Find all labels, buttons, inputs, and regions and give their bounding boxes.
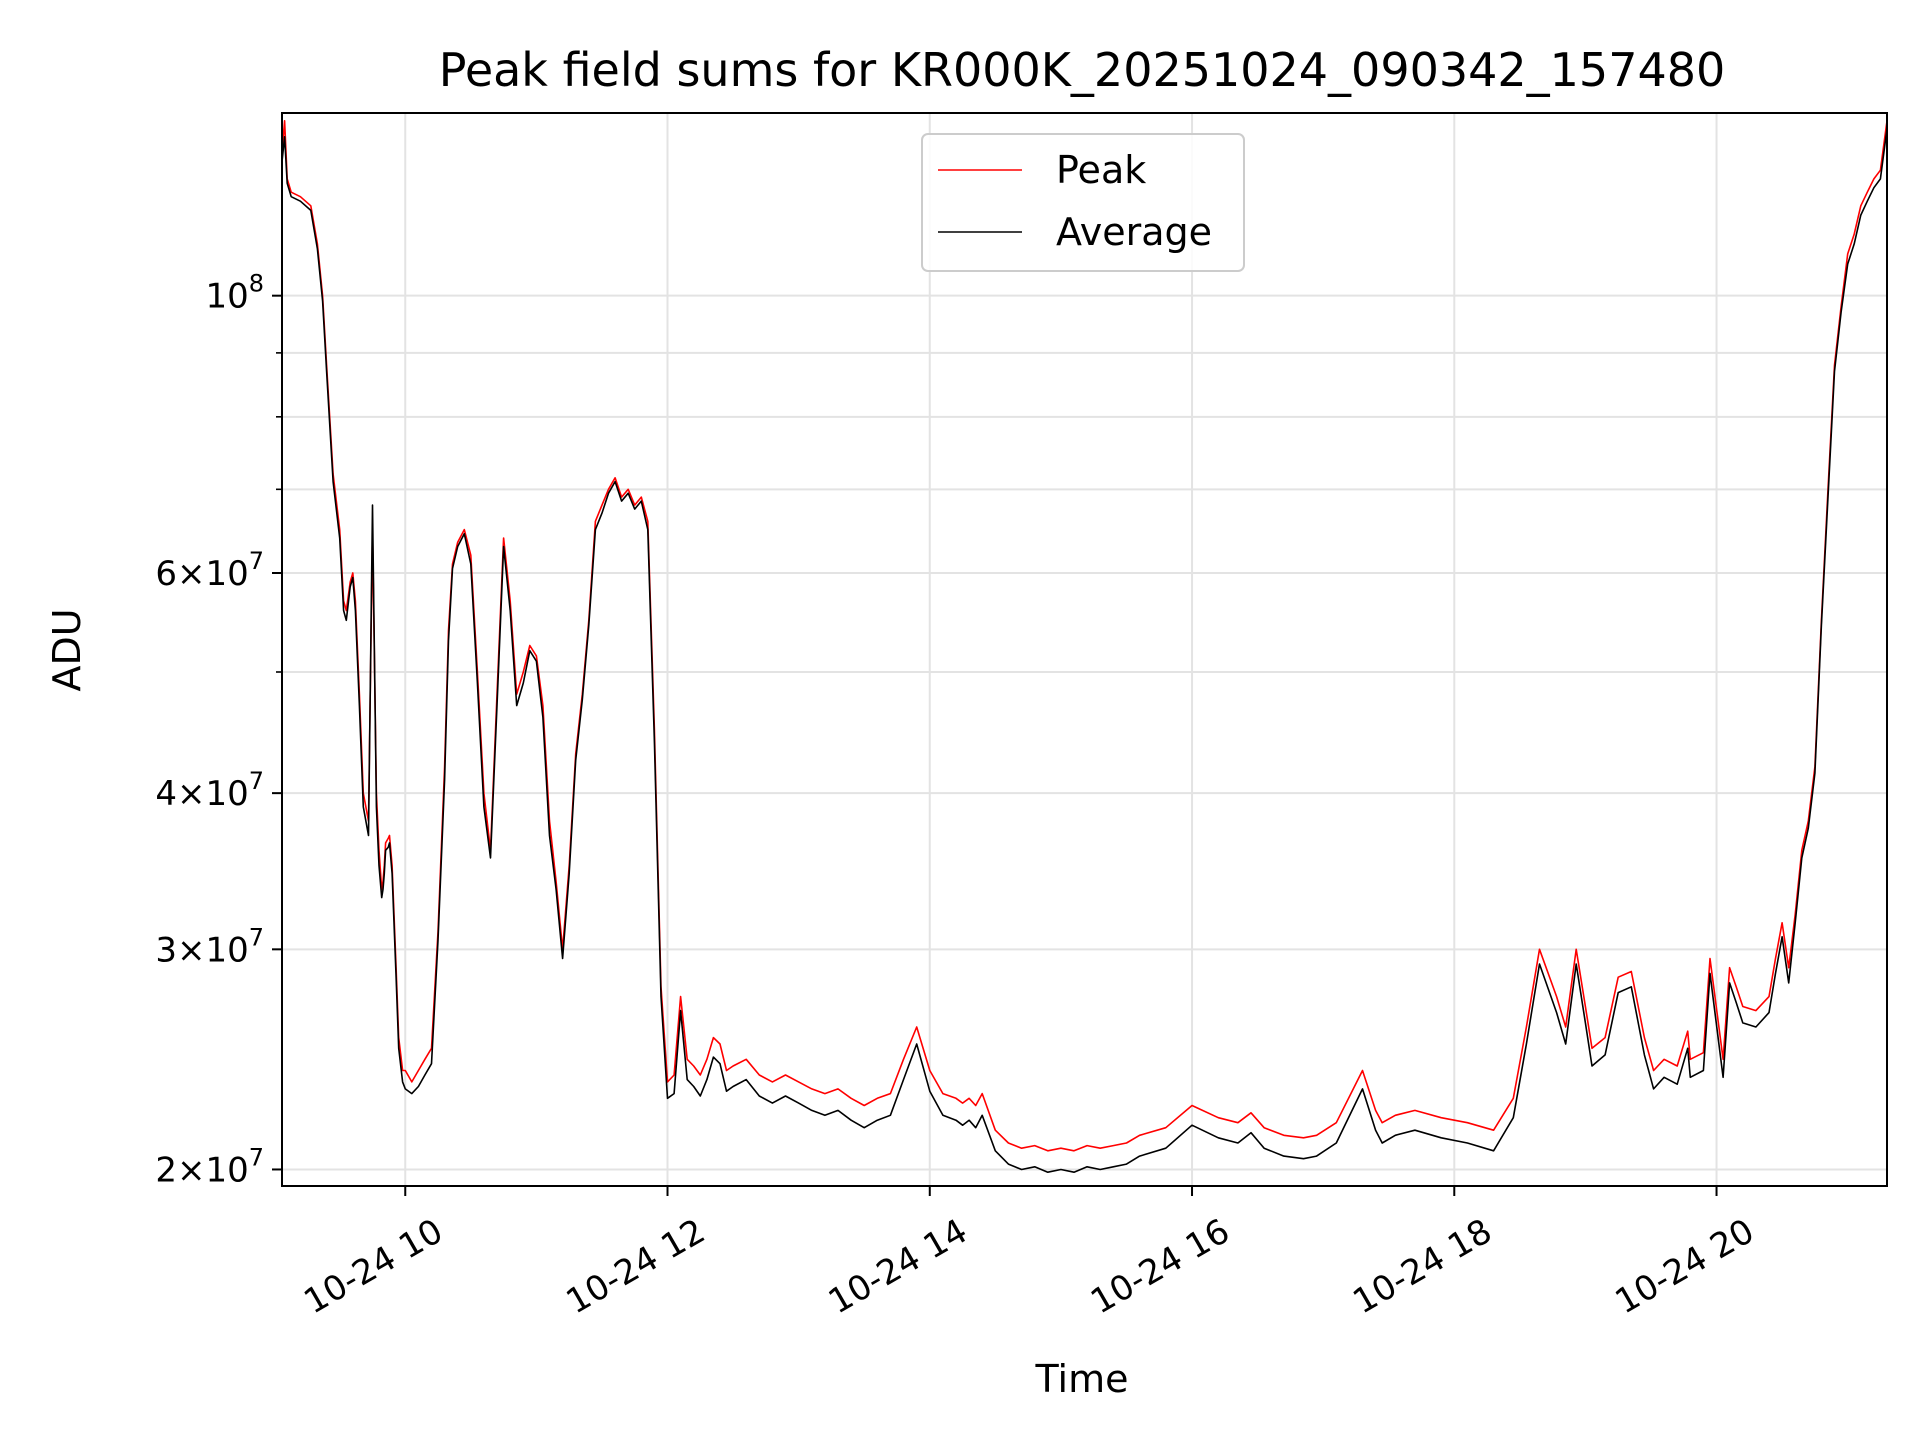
x-tick-label: 10-24 18	[1346, 1211, 1498, 1322]
y-tick-exponent: 7	[249, 923, 264, 951]
series-line-peak	[281, 120, 1888, 1152]
y-tick-exponent: 7	[249, 1143, 264, 1171]
y-tick-label: 108	[205, 270, 264, 317]
legend: Peak Average	[921, 133, 1245, 272]
x-tick-label: 10-24 14	[822, 1211, 974, 1322]
x-tick-label: 10-24 12	[560, 1211, 712, 1322]
x-tick-label: 10-24 16	[1084, 1211, 1236, 1322]
y-axis-label: ADU	[45, 608, 89, 691]
legend-box	[921, 133, 1245, 272]
y-tick-label: 4×107	[155, 767, 264, 814]
grid-lines	[282, 113, 1887, 1186]
legend-label-average: Average	[1056, 210, 1212, 254]
y-tick-base: 2×10	[155, 1150, 248, 1190]
y-tick-base: 6×10	[155, 554, 248, 594]
series-layer	[281, 120, 1888, 1173]
y-tick-exponent: 7	[249, 547, 264, 575]
y-tick-label: 3×107	[155, 923, 264, 970]
y-tick-label: 6×107	[155, 547, 264, 594]
y-tick-label: 2×107	[155, 1143, 264, 1190]
plot-frame	[281, 112, 1888, 1187]
x-axis-ticks: 10-24 10 10-24 12 10-24 14 10-24 16 10-24 18…	[297, 1186, 1761, 1322]
x-tick-label: 10-24 10	[297, 1211, 449, 1322]
y-tick-exponent: 7	[249, 767, 264, 795]
chart-title: Peak field sums for KR000K_20251024_0903…	[439, 43, 1726, 97]
y-tick-base: 10	[205, 277, 248, 317]
legend-label-peak: Peak	[1056, 148, 1146, 192]
series-line-average	[281, 128, 1888, 1173]
y-tick-base: 3×10	[155, 930, 248, 970]
y-tick-base: 4×10	[155, 774, 248, 814]
x-tick-label: 10-24 20	[1609, 1211, 1761, 1322]
y-tick-exponent: 8	[249, 270, 264, 298]
x-axis-label: Time	[1035, 1357, 1129, 1401]
